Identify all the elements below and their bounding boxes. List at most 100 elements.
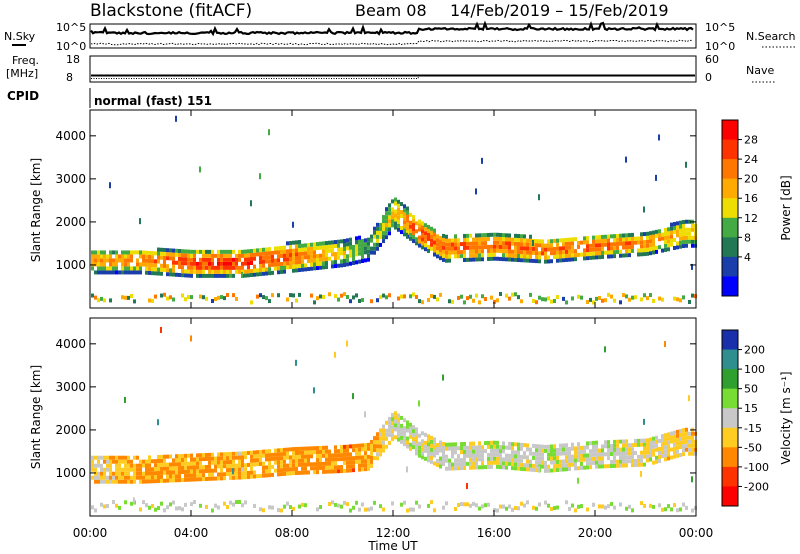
echo-cell <box>295 248 298 253</box>
echo-cell <box>274 452 277 457</box>
echo-cell <box>262 267 265 272</box>
y-tick-label: 4000 <box>55 337 86 351</box>
echo-cell <box>169 466 172 471</box>
echo-cell <box>268 469 271 474</box>
echo-cell <box>478 249 481 254</box>
echo-cell <box>547 243 550 248</box>
echo-cell <box>595 444 598 449</box>
echo-cell <box>178 470 181 475</box>
echo-cell <box>100 258 103 263</box>
echo-cell <box>589 449 592 454</box>
echo-cell <box>619 439 622 444</box>
echo-cell <box>562 451 565 456</box>
echo-cell <box>328 449 331 454</box>
echo-cell <box>343 444 346 449</box>
echo-cell <box>250 261 253 266</box>
clutter-cell <box>328 502 331 507</box>
echo-cell <box>427 438 430 443</box>
scatter-cell <box>655 174 657 181</box>
echo-cell <box>346 254 349 259</box>
echo-cell <box>622 245 625 250</box>
echo-cell <box>316 458 319 463</box>
echo-cell <box>535 247 538 252</box>
echo-cell <box>514 253 517 258</box>
echo-cell <box>199 261 202 266</box>
clutter-cell <box>298 292 301 297</box>
echo-cell <box>496 460 499 465</box>
echo-cell <box>163 247 166 252</box>
echo-cell <box>163 466 166 471</box>
echo-cell <box>181 253 184 258</box>
echo-cell <box>202 253 205 258</box>
echo-cell <box>112 479 115 484</box>
echo-cell <box>382 215 385 220</box>
echo-cell <box>607 464 610 469</box>
echo-cell <box>286 241 289 246</box>
echo-cell <box>646 458 649 463</box>
echo-cell <box>616 443 619 448</box>
echo-cell <box>574 446 577 451</box>
echo-cell <box>394 197 397 202</box>
echo-cell <box>652 444 655 449</box>
echo-cell <box>409 220 412 225</box>
echo-cell <box>640 248 643 253</box>
cpid-label: CPID <box>7 89 39 103</box>
echo-cell <box>355 240 358 245</box>
echo-cell <box>241 475 244 480</box>
colorbar-segment <box>722 276 738 297</box>
echo-cell <box>514 450 517 455</box>
echo-cell <box>217 265 220 270</box>
echo-cell <box>463 465 466 470</box>
clutter-cell <box>658 503 661 508</box>
echo-cell <box>652 242 655 247</box>
clutter-cell <box>649 293 652 298</box>
echo-cell <box>586 248 589 253</box>
echo-cell <box>547 464 550 469</box>
echo-cell <box>688 235 691 240</box>
echo-cell <box>421 455 424 460</box>
echo-cell <box>127 254 130 259</box>
echo-cell <box>379 234 382 239</box>
echo-cell <box>190 473 193 478</box>
echo-cell <box>427 454 430 459</box>
echo-cell <box>133 463 136 468</box>
echo-cell <box>493 444 496 449</box>
echo-cell <box>481 237 484 242</box>
echo-cell <box>154 259 157 264</box>
echo-cell <box>187 465 190 470</box>
echo-cell <box>148 262 151 267</box>
echo-cell <box>103 266 106 271</box>
echo-cell <box>682 232 685 237</box>
echo-cell <box>223 257 226 262</box>
echo-cell <box>130 463 133 468</box>
echo-cell <box>283 261 286 266</box>
echo-cell <box>226 452 229 457</box>
echo-cell <box>373 250 376 255</box>
scatter-cell <box>691 476 693 483</box>
echo-cell <box>679 440 682 445</box>
echo-cell <box>490 232 493 237</box>
echo-cell <box>685 443 688 448</box>
echo-cell <box>124 459 127 464</box>
echo-cell <box>487 248 490 253</box>
echo-cell <box>166 474 169 479</box>
clutter-cell <box>181 507 184 512</box>
echo-cell <box>205 265 208 270</box>
echo-cell <box>349 241 352 246</box>
echo-cell <box>478 237 481 242</box>
echo-cell <box>181 249 184 254</box>
echo-cell <box>577 466 580 471</box>
echo-cell <box>493 440 496 445</box>
echo-cell <box>313 470 316 475</box>
echo-cell <box>394 419 397 424</box>
echo-cell <box>334 469 337 474</box>
echo-cell <box>649 457 652 462</box>
echo-cell <box>265 247 268 252</box>
clutter-cell <box>178 506 181 511</box>
echo-cell <box>148 459 151 464</box>
echo-cell <box>451 442 454 447</box>
echo-cell <box>124 258 127 263</box>
echo-cell <box>472 241 475 246</box>
echo-cell <box>658 229 661 234</box>
echo-cell <box>505 237 508 242</box>
